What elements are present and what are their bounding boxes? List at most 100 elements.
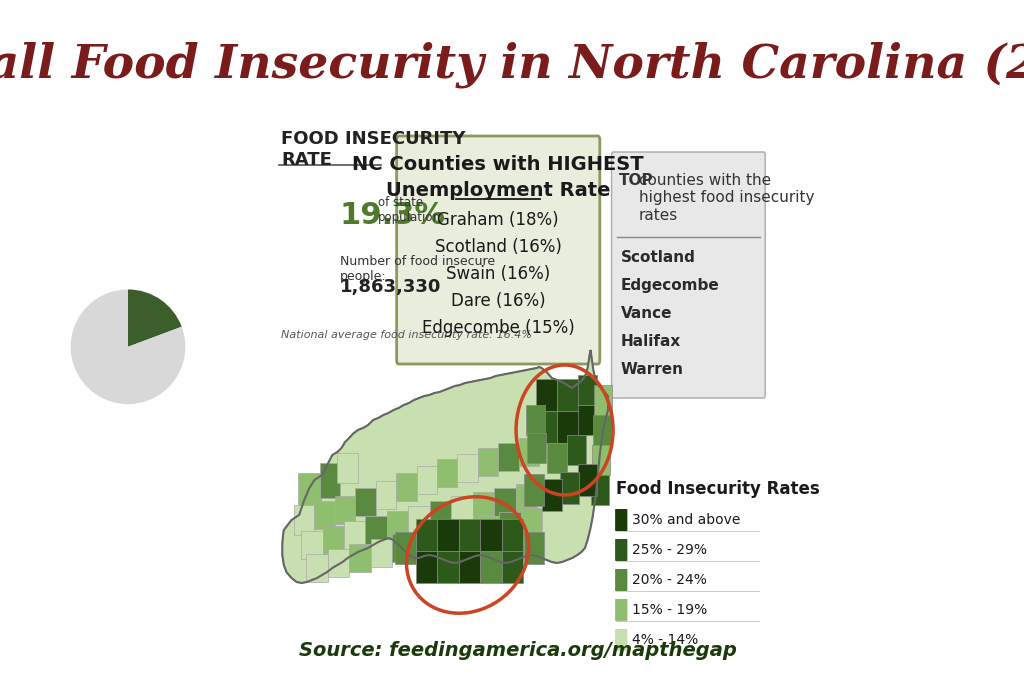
Bar [457,520,478,548]
Wedge shape [71,290,185,404]
Bar [495,488,515,516]
Text: Vance: Vance [621,306,672,321]
Text: TOP: TOP [620,173,654,188]
Bar [566,435,586,465]
Bar [536,411,557,443]
Text: Edgecombe (15%): Edgecombe (15%) [422,319,574,337]
Bar [523,532,544,564]
Bar [319,462,340,498]
Bar [437,519,459,551]
Bar [416,551,437,583]
Bar [478,516,500,544]
Text: counties with the
highest food insecurity
rates: counties with the highest food insecurit… [639,173,814,223]
Bar [593,415,610,445]
Text: NC Counties with HIGHEST: NC Counties with HIGHEST [352,156,644,175]
Bar [371,539,392,567]
Bar [592,445,609,475]
Bar [414,529,435,557]
Bar [500,512,520,540]
Bar [349,544,371,572]
Bar [526,433,546,463]
Bar [578,464,597,496]
Text: 20% - 24%: 20% - 24% [632,573,707,587]
FancyBboxPatch shape [615,599,628,621]
Text: Graham (18%): Graham (18%) [437,211,559,229]
Bar [417,466,437,494]
Bar [502,551,523,583]
Bar [560,472,580,504]
Bar [502,519,523,551]
Bar [376,481,396,509]
Bar [557,379,579,411]
Bar [435,524,457,552]
Bar [594,385,611,415]
Bar [416,519,437,551]
Bar [392,534,414,562]
Text: Overall Food Insecurity in North Carolina (2011): Overall Food Insecurity in North Carolin… [0,41,1024,88]
Bar [473,492,495,520]
Text: Unemployment Rate: Unemployment Rate [386,180,610,199]
FancyBboxPatch shape [611,152,765,398]
FancyBboxPatch shape [615,539,628,561]
Bar [409,506,430,534]
Bar [459,551,480,583]
Bar [480,519,502,551]
Bar [518,438,539,466]
Bar [323,526,344,554]
Text: 4% - 14%: 4% - 14% [632,633,698,647]
Bar [536,379,557,411]
Text: 1,863,330: 1,863,330 [340,278,441,296]
Bar [298,473,321,507]
Bar [520,508,542,536]
Text: Edgecombe: Edgecombe [621,278,720,293]
Wedge shape [128,290,181,347]
Bar [396,473,417,501]
Bar [355,488,376,516]
Text: FOOD INSECURITY
RATE: FOOD INSECURITY RATE [282,130,466,169]
Bar [301,531,323,559]
Text: 25% - 29%: 25% - 29% [632,543,707,557]
Text: 15% - 19%: 15% - 19% [632,603,708,617]
Text: Number of food insecure
people:: Number of food insecure people: [340,255,495,283]
Text: Food Insecurity Rates: Food Insecurity Rates [615,480,819,498]
Text: Dare (16%): Dare (16%) [451,292,546,310]
Bar [542,479,561,511]
Bar [547,443,566,473]
Text: Swain (16%): Swain (16%) [446,265,550,283]
Text: 19.3%: 19.3% [340,201,446,230]
Bar [387,511,409,539]
Bar [344,521,366,549]
Bar [294,505,314,535]
Bar [480,551,502,583]
Bar [578,375,597,405]
Bar [314,501,335,529]
Bar [430,501,452,529]
Bar [366,516,387,544]
Bar [478,448,499,476]
Bar [306,554,328,582]
Bar [515,484,537,512]
Bar [578,405,597,435]
FancyBboxPatch shape [615,509,628,531]
Bar [437,551,459,583]
Polygon shape [283,350,608,583]
Bar [591,475,608,505]
FancyBboxPatch shape [396,136,600,364]
Text: 30% and above: 30% and above [632,513,740,527]
Bar [458,454,478,482]
Bar [557,411,579,443]
FancyBboxPatch shape [615,569,628,591]
Text: Scotland (16%): Scotland (16%) [435,238,561,256]
Text: Source: feedingamerica.org/mapthegap: Source: feedingamerica.org/mapthegap [299,641,737,660]
Text: of state
population: of state population [378,196,441,224]
Bar [524,474,544,506]
Bar [499,443,518,471]
Text: Warren: Warren [621,362,684,377]
Bar [335,496,355,524]
FancyBboxPatch shape [615,629,628,651]
Bar [459,519,480,551]
Text: Scotland: Scotland [621,250,695,265]
Bar [328,549,349,577]
Bar [395,532,416,564]
Text: Halifax: Halifax [621,334,681,349]
